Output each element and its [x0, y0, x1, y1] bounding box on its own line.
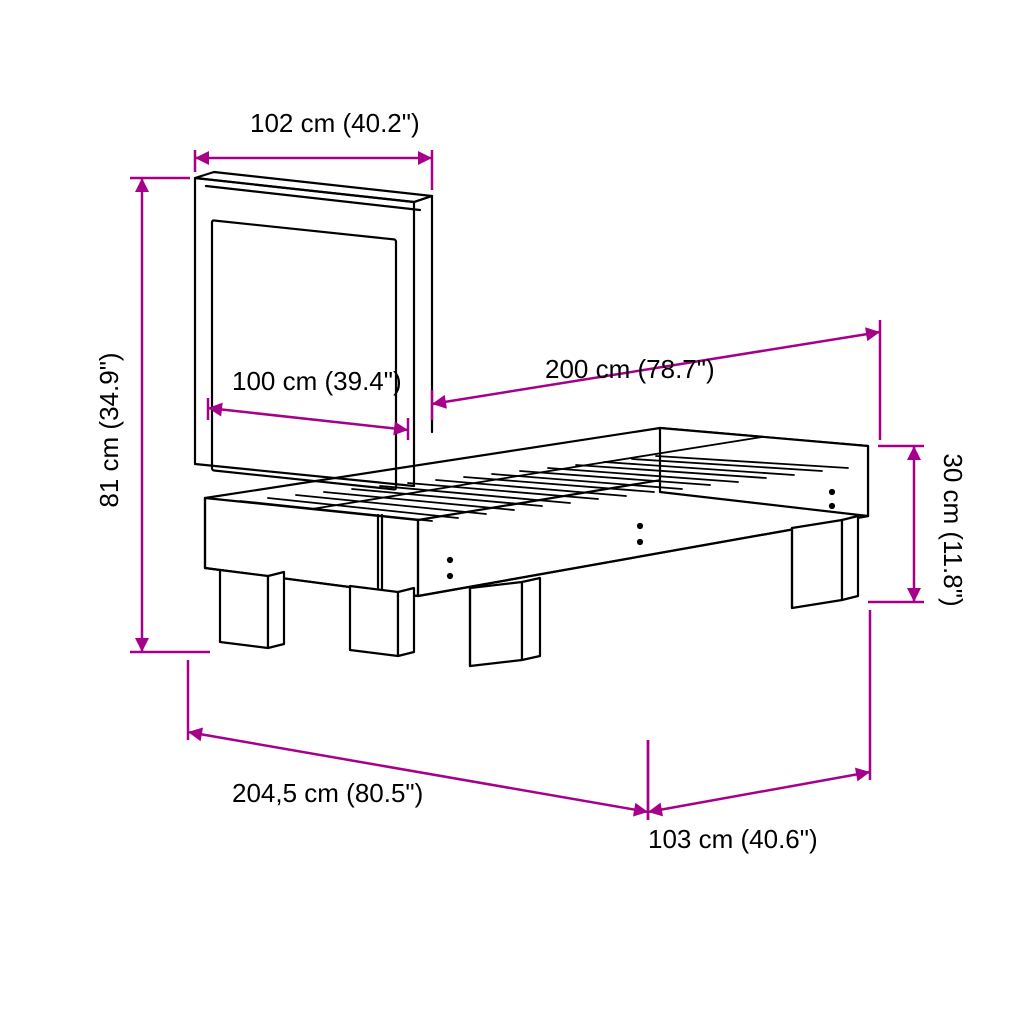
bed-outline [195, 172, 868, 666]
label-frame-height: 30 cm (11.8") [938, 453, 968, 606]
label-length: 200 cm (78.7") [545, 354, 715, 384]
label-inner-width: 100 cm (39.4") [232, 366, 402, 396]
label-headboard-width: 102 cm (40.2") [250, 108, 420, 138]
bed-dimension-diagram: 102 cm (40.2") 100 cm (39.4") 200 cm (78… [0, 0, 1024, 1024]
label-height: 81 cm (34.9") [94, 352, 124, 507]
label-total-length: 204,5 cm (80.5") [232, 778, 423, 808]
label-outer-width: 103 cm (40.6") [648, 824, 818, 854]
